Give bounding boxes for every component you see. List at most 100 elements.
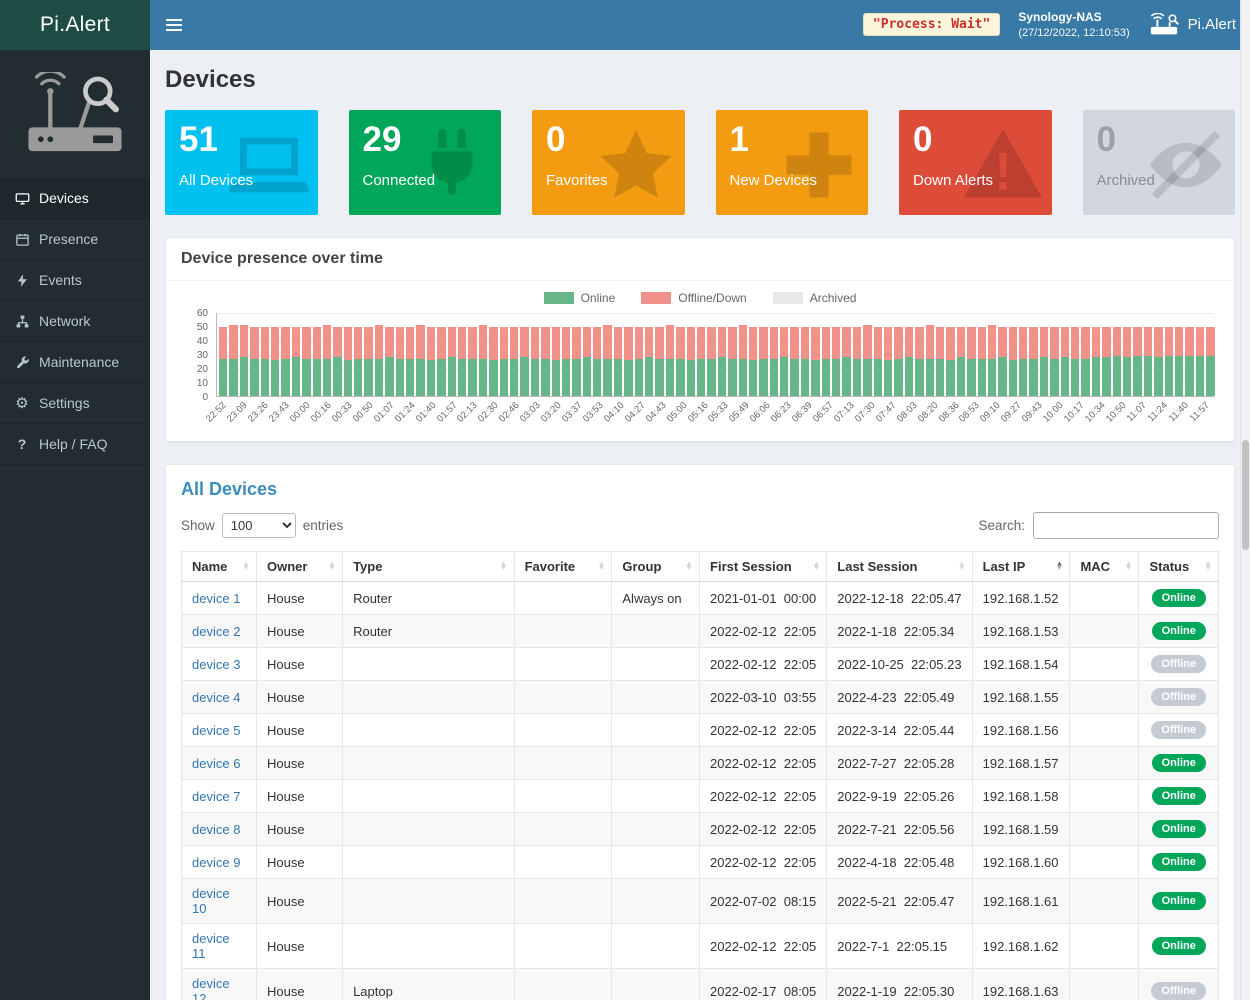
sidebar-item-devices[interactable]: Devices	[0, 178, 150, 219]
device-link[interactable]: device 4	[192, 689, 241, 705]
search-input[interactable]	[1033, 512, 1219, 539]
sort-icon: ▲ ▼	[685, 558, 694, 573]
search-label: Search:	[978, 518, 1025, 533]
x-tick-label: 04:27	[622, 400, 648, 425]
chart-bar	[447, 313, 456, 396]
chart-bar	[1122, 313, 1132, 396]
cell-last-ip: 192.168.1.57	[971, 746, 1071, 780]
chart-bar	[281, 313, 290, 396]
devices-table: Name ▲ ▼ Owner ▲ ▼ Type ▲ ▼ Favorite ▲ ▼ Group ▲ ▼ Firs…	[181, 551, 1219, 1000]
brand-link[interactable]: Pi.Alert	[1148, 13, 1236, 36]
chart-bar	[1091, 313, 1101, 396]
column-header-mac[interactable]: MAC ▲ ▼	[1069, 551, 1140, 582]
x-tick-label: 09:27	[999, 400, 1024, 425]
summary-card-new-devices[interactable]: 1 New Devices	[715, 110, 868, 215]
legend-item-archived: Archived	[772, 291, 856, 305]
app-logo[interactable]: Pi.Alert	[0, 0, 150, 50]
card-value: 51	[179, 120, 218, 159]
column-header-type[interactable]: Type ▲ ▼	[342, 551, 515, 582]
cell-status: Offline	[1138, 680, 1219, 714]
summary-card-down-alerts[interactable]: 0 Down Alerts	[899, 110, 1052, 215]
device-link[interactable]: device 2	[192, 623, 241, 639]
device-link[interactable]: device 10	[192, 886, 230, 916]
device-link[interactable]: device 1	[192, 590, 241, 606]
cell-owner: House	[255, 614, 344, 648]
device-link[interactable]: device 9	[192, 854, 241, 870]
sidebar-item-events[interactable]: Events	[0, 260, 150, 301]
x-tick-label: 06:39	[790, 400, 815, 425]
chart-bar	[987, 313, 997, 396]
column-header-favorite[interactable]: Favorite ▲ ▼	[513, 551, 613, 582]
cell-type	[342, 923, 515, 969]
summary-card-favorites[interactable]: 0 Favorites	[532, 110, 685, 215]
cell-first-session: 2021-01-01 00:00	[699, 581, 828, 615]
cell-mac	[1069, 878, 1140, 924]
x-tick-label: 00:50	[350, 400, 376, 425]
x-tick-label: 02:46	[497, 400, 522, 425]
device-link[interactable]: device 6	[192, 755, 241, 771]
cell-favorite	[513, 680, 613, 714]
cell-name: device 6	[181, 746, 257, 780]
chart-bar	[426, 313, 436, 396]
column-header-name[interactable]: Name ▲ ▼	[181, 551, 257, 582]
chart-bar	[343, 313, 353, 396]
sidebar-item-help-faq[interactable]: ? Help / FAQ	[0, 424, 150, 465]
column-header-last-ip[interactable]: Last IP ▲ ▼	[971, 551, 1071, 582]
device-link[interactable]: device 3	[192, 656, 241, 672]
chart-plot-wrap: 0 10 20 30 40 50 60	[180, 308, 1220, 403]
cell-first-session: 2022-02-12 22:05	[699, 923, 828, 969]
sidebar-item-settings[interactable]: ⚙ Settings	[0, 383, 150, 424]
device-link[interactable]: device 5	[192, 722, 241, 738]
summary-card-all-devices[interactable]: 51 All Devices	[165, 110, 318, 215]
status-badge: Offline	[1151, 982, 1207, 1000]
scrollbar-thumb[interactable]	[1242, 440, 1249, 550]
navbar-right: "Process: Wait" Synology-NAS (27/12/2022…	[862, 10, 1250, 40]
device-link[interactable]: device 7	[192, 788, 241, 804]
cell-favorite	[513, 713, 613, 747]
cell-status: Online	[1138, 878, 1219, 924]
cell-mac	[1069, 581, 1140, 615]
cell-owner: House	[255, 968, 344, 1000]
column-header-group[interactable]: Group ▲ ▼	[611, 551, 701, 582]
chart-bar	[520, 313, 529, 396]
x-tick-label: 08:03	[894, 400, 920, 425]
x-tick-label: 01:40	[413, 400, 439, 425]
column-header-owner[interactable]: Owner ▲ ▼	[255, 551, 344, 582]
status-badge: Online	[1151, 787, 1206, 805]
page-length-select[interactable]: 100	[221, 513, 296, 538]
cell-group	[611, 614, 701, 648]
cell-first-session: 2022-02-12 22:05	[699, 779, 828, 813]
hamburger-menu-icon[interactable]	[150, 0, 198, 50]
device-link[interactable]: device 12	[192, 976, 230, 1000]
x-tick-label: 04:43	[643, 400, 669, 425]
sidebar-item-maintenance[interactable]: Maintenance	[0, 342, 150, 383]
x-tick-label: 05:33	[706, 400, 731, 425]
sidebar-item-network[interactable]: Network	[0, 301, 150, 342]
topbar: Pi.Alert "Process: Wait" Synology-NAS (2…	[0, 0, 1250, 50]
cell-favorite	[513, 647, 613, 681]
summary-card-archived[interactable]: 0 Archived	[1082, 110, 1235, 215]
sort-icon: ▲ ▼	[1204, 558, 1212, 573]
sidebar-item-label: Presence	[39, 231, 99, 247]
cell-type: Router	[342, 581, 515, 615]
chart-bar	[582, 313, 592, 396]
cell-last-ip: 192.168.1.62	[971, 923, 1071, 969]
cell-name: device 7	[181, 779, 257, 813]
page-scrollbar[interactable]	[1240, 0, 1250, 1000]
x-tick-label: 09:43	[1020, 400, 1045, 425]
cell-owner: House	[255, 878, 344, 924]
legend-swatch	[641, 292, 672, 304]
sidebar-item-label: Devices	[39, 190, 89, 206]
column-header-last-session[interactable]: Last Session ▲ ▼	[826, 551, 973, 582]
column-header-status[interactable]: Status ▲ ▼	[1138, 551, 1219, 582]
device-link[interactable]: device 11	[192, 931, 230, 961]
summary-card-connected[interactable]: 29 Connected	[348, 110, 501, 215]
column-header-first-session[interactable]: First Session ▲ ▼	[699, 551, 828, 582]
x-tick-label: 06:06	[748, 400, 773, 425]
chart-bar	[676, 313, 685, 396]
network-icon	[14, 314, 30, 329]
chart-bar	[728, 313, 737, 396]
device-link[interactable]: device 8	[192, 821, 241, 837]
sidebar-item-presence[interactable]: Presence	[0, 219, 150, 260]
cell-type: Router	[342, 614, 515, 648]
